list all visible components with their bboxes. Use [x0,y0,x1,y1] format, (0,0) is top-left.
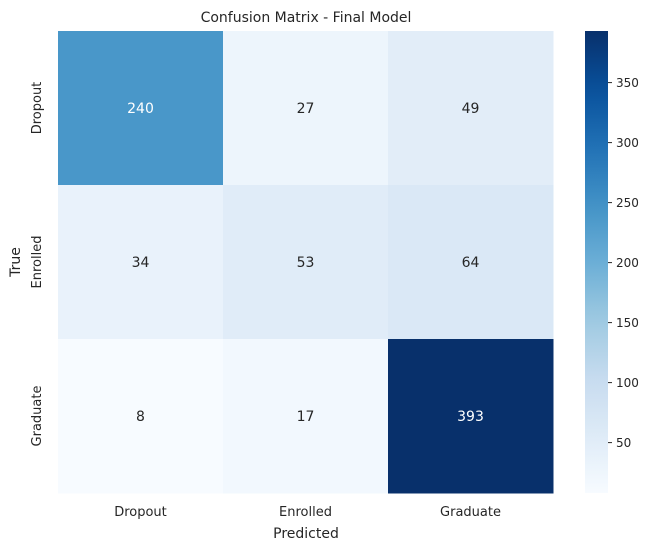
heatmap-cell-1-2 [388,185,554,340]
cell-value-label: 53 [297,255,315,271]
cell-value-label: 34 [132,255,150,271]
colorbar-tick-label: 300 [616,136,639,150]
heatmap-cells: 240 27 49 34 53 64 8 17 393 [58,31,554,494]
colorbar-tick-label: 350 [616,76,639,90]
chart-title: Confusion Matrix - Final Model [201,10,412,26]
cell-value-label: 49 [462,101,480,117]
y-tick-label: Enrolled [30,236,45,289]
colorbar-tick-label: 250 [616,196,639,210]
x-tick-label: Dropout [114,505,167,520]
heatmap-cell-1-1 [223,185,389,340]
x-tick-labels: Dropout Enrolled Graduate [114,505,501,520]
cell-value-label: 17 [297,409,315,425]
colorbar-tick-label: 100 [616,376,639,390]
cell-value-label: 240 [127,101,154,117]
cell-value-label: 64 [462,255,480,271]
colorbar: 50 100 150 200 250 300 350 [585,31,639,493]
colorbar-tick-label: 50 [616,436,631,450]
y-axis-label: True [8,247,24,278]
heatmap-cell-0-0 [58,31,224,186]
y-tick-label: Dropout [30,82,45,135]
heatmap-cell-2-2 [388,339,554,494]
y-tick-label: Graduate [30,386,45,447]
heatmap-cell-0-1 [223,31,389,186]
y-tick-labels: Dropout Enrolled Graduate [30,82,45,447]
colorbar-tick-label: 150 [616,316,639,330]
heatmap-cell-2-1 [223,339,389,494]
colorbar-tick-label: 200 [616,256,639,270]
heatmap-cell-1-0 [58,185,224,340]
cell-value-label: 27 [297,101,315,117]
x-tick-label: Enrolled [279,505,332,520]
x-tick-label: Graduate [440,505,501,520]
heatmap-cell-0-2 [388,31,554,186]
cell-value-label: 393 [457,409,484,425]
x-axis-label: Predicted [273,526,339,542]
colorbar-gradient [585,31,608,493]
heatmap-cell-2-0 [58,339,224,494]
cell-value-label: 8 [136,409,145,425]
